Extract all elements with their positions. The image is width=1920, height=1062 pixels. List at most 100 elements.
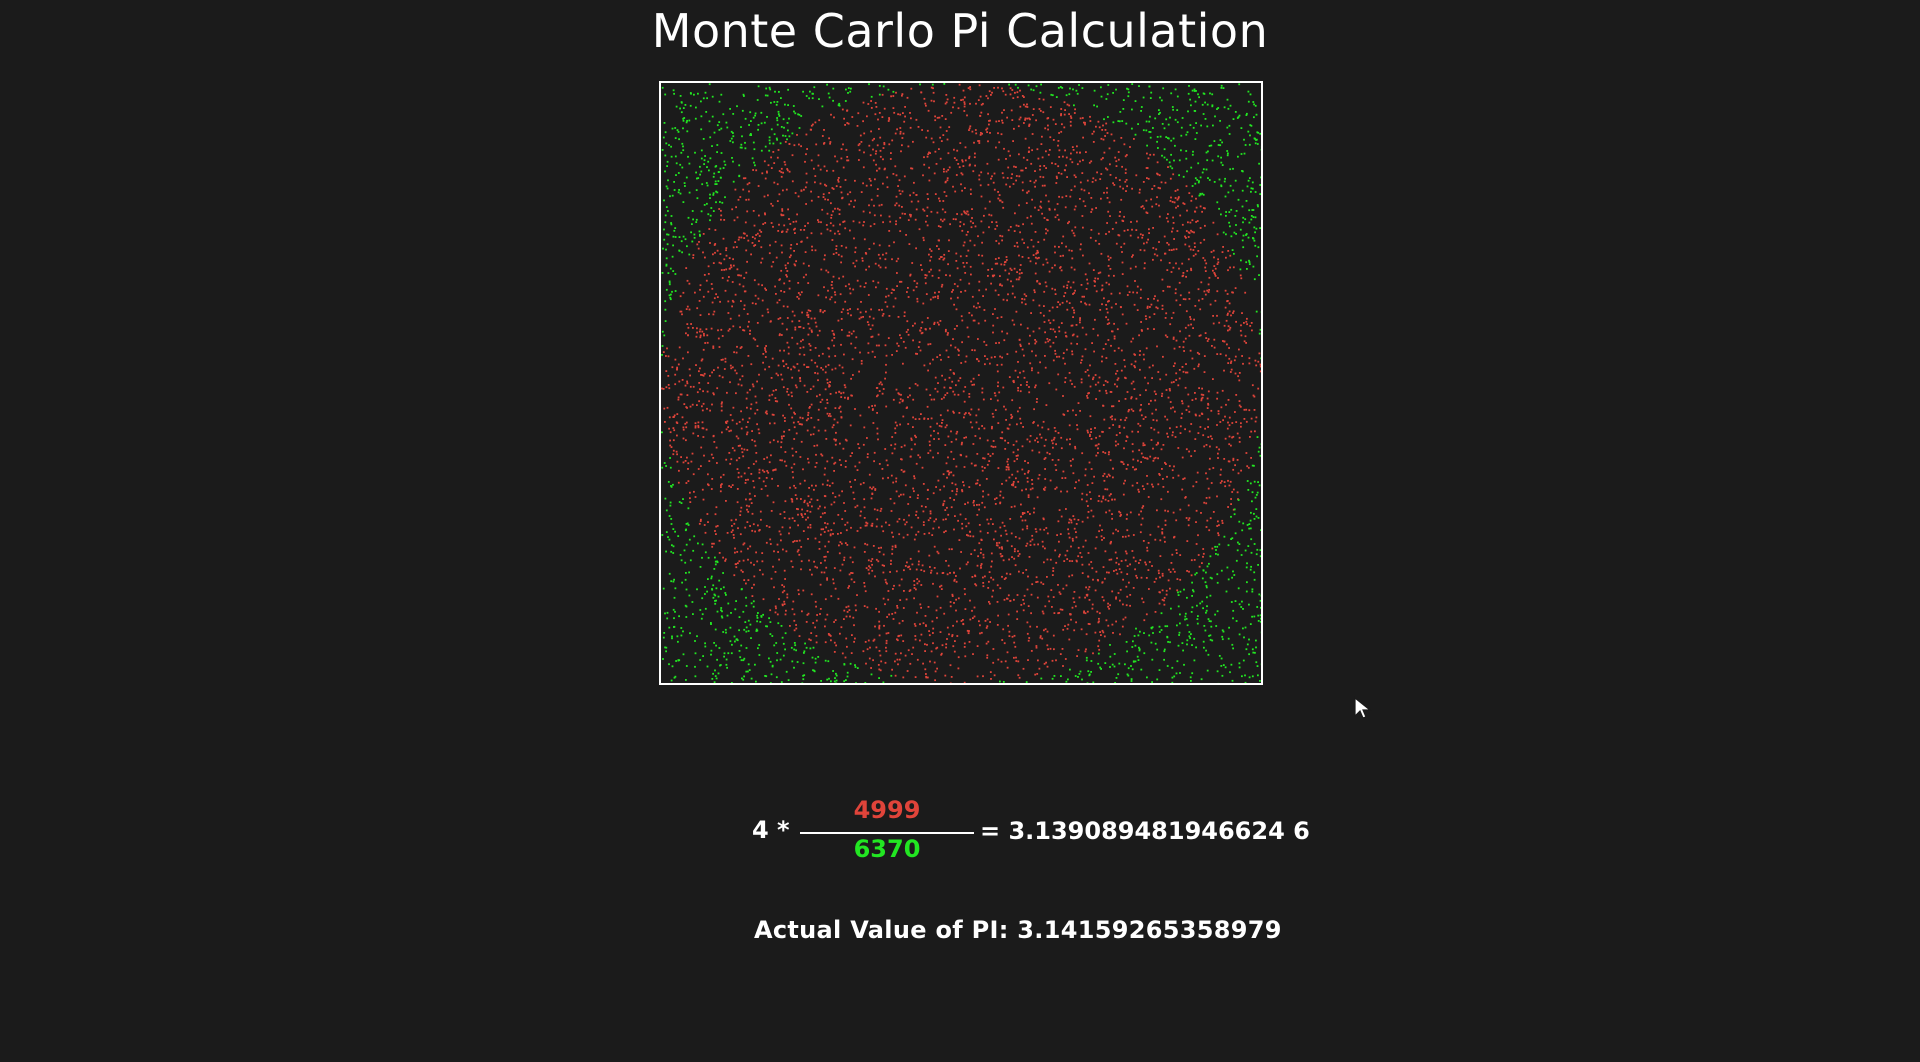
- inside-point: [1008, 376, 1011, 378]
- inside-point: [1194, 305, 1197, 307]
- inside-point: [1070, 324, 1073, 327]
- inside-point: [1071, 560, 1074, 562]
- inside-point: [1193, 318, 1195, 321]
- inside-point: [920, 633, 923, 636]
- inside-point: [907, 503, 910, 505]
- inside-point: [728, 276, 730, 278]
- inside-point: [1097, 443, 1100, 446]
- inside-point: [945, 349, 948, 352]
- inside-point: [789, 486, 791, 489]
- inside-point: [1167, 243, 1170, 246]
- inside-point: [860, 191, 863, 193]
- inside-point: [857, 112, 860, 115]
- inside-point: [944, 394, 947, 396]
- inside-point: [963, 413, 966, 416]
- inside-point: [781, 231, 783, 233]
- inside-point: [1244, 335, 1247, 338]
- inside-point: [1238, 441, 1241, 443]
- inside-point: [1015, 350, 1018, 353]
- inside-point: [930, 99, 933, 102]
- inside-point: [1106, 323, 1109, 325]
- inside-point: [1181, 412, 1183, 415]
- inside-point: [704, 342, 707, 344]
- inside-point: [843, 556, 846, 559]
- inside-point: [813, 167, 815, 170]
- inside-point: [817, 219, 819, 221]
- inside-point: [1131, 228, 1133, 231]
- inside-point: [930, 86, 933, 89]
- inside-point: [903, 311, 906, 314]
- inside-point: [1071, 606, 1074, 609]
- inside-point: [798, 539, 801, 542]
- inside-point: [986, 518, 989, 521]
- inside-point: [733, 522, 736, 525]
- inside-point: [992, 648, 995, 650]
- inside-point: [782, 360, 785, 363]
- inside-point: [1036, 673, 1039, 675]
- inside-point: [904, 523, 907, 526]
- inside-point: [1147, 157, 1150, 160]
- inside-point: [903, 315, 906, 317]
- inside-point: [1234, 355, 1237, 358]
- inside-point: [791, 471, 794, 473]
- inside-point: [922, 208, 925, 211]
- inside-point: [1194, 392, 1196, 394]
- inside-point: [1051, 439, 1053, 442]
- inside-point: [981, 241, 983, 244]
- inside-point: [927, 343, 930, 346]
- inside-point: [968, 127, 971, 130]
- inside-point: [676, 366, 678, 369]
- inside-point: [830, 595, 833, 598]
- inside-point: [927, 519, 930, 522]
- inside-point: [1030, 593, 1033, 596]
- inside-point: [824, 522, 826, 524]
- inside-point: [1201, 562, 1203, 564]
- inside-point: [1080, 361, 1082, 364]
- inside-point: [1042, 263, 1045, 266]
- inside-point: [949, 572, 951, 574]
- inside-point: [1043, 305, 1045, 307]
- inside-point: [978, 542, 981, 545]
- inside-point: [854, 179, 856, 182]
- inside-point: [1115, 434, 1118, 436]
- inside-point: [876, 412, 878, 414]
- inside-point: [1026, 477, 1029, 479]
- inside-point: [1021, 95, 1024, 97]
- inside-point: [1185, 237, 1187, 239]
- inside-point: [1084, 205, 1087, 207]
- inside-point: [678, 346, 681, 349]
- inside-point: [1085, 333, 1088, 336]
- inside-point: [869, 179, 872, 182]
- inside-point: [954, 190, 957, 193]
- inside-point: [1136, 291, 1138, 294]
- inside-point: [1008, 558, 1010, 561]
- inside-point: [1089, 415, 1092, 418]
- inside-point: [983, 427, 986, 430]
- inside-point: [1184, 496, 1187, 499]
- inside-point: [1031, 538, 1034, 541]
- inside-point: [681, 379, 684, 381]
- inside-point: [1187, 236, 1190, 238]
- inside-point: [1130, 340, 1133, 343]
- inside-point: [946, 177, 949, 180]
- inside-point: [789, 625, 791, 627]
- inside-point: [896, 285, 898, 287]
- inside-point: [765, 525, 768, 527]
- inside-point: [777, 374, 779, 377]
- inside-point: [953, 602, 955, 604]
- inside-point: [942, 473, 945, 476]
- inside-point: [1159, 539, 1162, 542]
- inside-point: [770, 510, 773, 512]
- inside-point: [1035, 645, 1038, 647]
- inside-point: [1138, 513, 1140, 516]
- inside-point: [747, 558, 749, 561]
- inside-point: [866, 543, 869, 546]
- inside-point: [899, 127, 902, 129]
- inside-point: [904, 484, 907, 487]
- inside-point: [940, 398, 943, 400]
- inside-point: [1142, 234, 1144, 237]
- inside-point: [854, 479, 856, 481]
- inside-point: [873, 204, 875, 207]
- inside-point: [811, 484, 813, 487]
- inside-point: [969, 618, 972, 621]
